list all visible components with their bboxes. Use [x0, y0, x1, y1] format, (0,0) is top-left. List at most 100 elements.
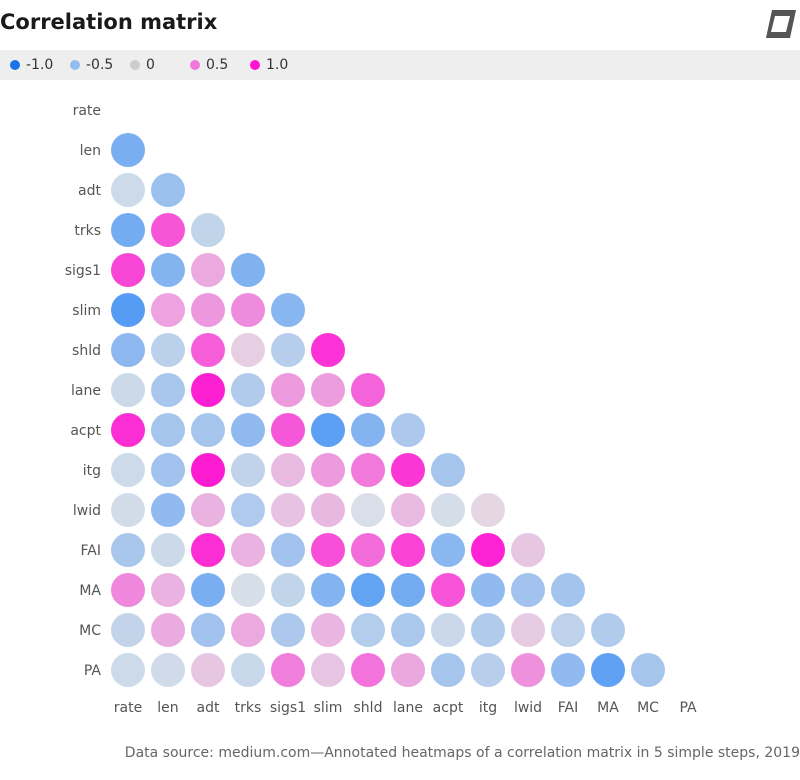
correlation-cell	[191, 533, 225, 567]
y-tick-label: MA	[79, 583, 101, 599]
x-tick-label: slim	[314, 700, 343, 716]
correlation-cell	[191, 493, 225, 527]
correlation-cell	[311, 653, 345, 687]
correlation-cell	[311, 453, 345, 487]
correlation-cell	[151, 573, 185, 607]
correlation-cell	[151, 253, 185, 287]
y-tick-label: len	[80, 143, 101, 159]
correlation-cell	[111, 653, 145, 687]
correlation-cell	[271, 493, 305, 527]
y-tick-label: lwid	[73, 503, 101, 519]
legend-label: -1.0	[26, 57, 54, 73]
correlation-cell	[631, 653, 665, 687]
correlation-cell	[271, 413, 305, 447]
correlation-cell	[191, 653, 225, 687]
correlation-cell	[471, 613, 505, 647]
correlation-cell	[431, 533, 465, 567]
correlation-cell	[191, 333, 225, 367]
correlation-cell	[311, 373, 345, 407]
correlation-cell	[431, 453, 465, 487]
legend-item: 0.5	[190, 50, 228, 80]
y-tick-label: acpt	[70, 423, 101, 439]
correlation-cell	[191, 253, 225, 287]
correlation-cell	[311, 413, 345, 447]
x-tick-label: sigs1	[270, 700, 306, 716]
correlation-cell	[111, 293, 145, 327]
correlation-cell	[151, 613, 185, 647]
x-tick-label: shld	[354, 700, 383, 716]
correlation-cell	[591, 653, 625, 687]
y-tick-label: rate	[73, 103, 101, 119]
correlation-cell	[231, 653, 265, 687]
correlation-heatmap: rateratelenlenadtadttrkstrkssigs1sigs1sl…	[65, 103, 697, 716]
correlation-cell	[471, 533, 505, 567]
y-tick-label: FAI	[81, 543, 101, 559]
correlation-cell	[511, 613, 545, 647]
correlation-cell	[231, 253, 265, 287]
correlation-cell	[231, 373, 265, 407]
correlation-cell	[231, 533, 265, 567]
legend-swatch	[130, 60, 140, 70]
legend: -1.0 -0.5 0 0.5 1.0	[0, 50, 800, 80]
y-tick-label: slim	[72, 303, 101, 319]
y-tick-label: MC	[79, 623, 101, 639]
correlation-cell	[591, 613, 625, 647]
correlation-cell	[551, 653, 585, 687]
correlation-cell	[471, 573, 505, 607]
correlation-cell	[351, 533, 385, 567]
x-tick-label: trks	[235, 700, 262, 716]
x-tick-label: MC	[637, 700, 659, 716]
correlation-cell	[551, 613, 585, 647]
correlation-cell	[111, 493, 145, 527]
correlation-cell	[231, 413, 265, 447]
correlation-cell	[111, 453, 145, 487]
correlation-cell	[151, 453, 185, 487]
correlation-cell	[271, 573, 305, 607]
correlation-cell	[391, 493, 425, 527]
correlation-cell	[271, 533, 305, 567]
correlation-cell	[311, 333, 345, 367]
x-tick-label: PA	[679, 700, 697, 716]
legend-item: 1.0	[250, 50, 288, 80]
correlation-cell	[391, 613, 425, 647]
correlation-cell	[151, 293, 185, 327]
correlation-cell	[431, 653, 465, 687]
correlation-cell	[351, 613, 385, 647]
correlation-cell	[511, 533, 545, 567]
legend-swatch	[10, 60, 20, 70]
correlation-cell	[191, 293, 225, 327]
correlation-cell	[431, 613, 465, 647]
correlation-cell	[311, 493, 345, 527]
y-tick-label: itg	[83, 463, 101, 479]
correlation-cell	[311, 613, 345, 647]
correlation-cell	[191, 453, 225, 487]
legend-label: 0.5	[206, 57, 229, 73]
legend-swatch	[190, 60, 200, 70]
correlation-cell	[271, 373, 305, 407]
legend-label: -0.5	[86, 57, 114, 73]
correlation-cell	[151, 653, 185, 687]
correlation-cell	[551, 573, 585, 607]
correlation-cell	[231, 293, 265, 327]
legend-item: 0	[130, 50, 155, 80]
correlation-cell	[471, 493, 505, 527]
correlation-cell	[271, 453, 305, 487]
y-tick-label: sigs1	[65, 263, 101, 279]
correlation-cell	[351, 653, 385, 687]
leaf-logo-icon	[766, 10, 796, 38]
correlation-cell	[391, 453, 425, 487]
x-tick-label: acpt	[433, 700, 464, 716]
x-tick-label: FAI	[558, 700, 578, 716]
legend-label: 0	[146, 57, 155, 73]
correlation-cell	[191, 413, 225, 447]
legend-swatch	[250, 60, 260, 70]
y-tick-label: PA	[84, 663, 102, 679]
correlation-cell	[111, 373, 145, 407]
y-tick-label: shld	[72, 343, 101, 359]
correlation-cell	[111, 613, 145, 647]
correlation-cell	[351, 493, 385, 527]
correlation-cell	[511, 653, 545, 687]
x-tick-label: adt	[197, 700, 220, 716]
correlation-cell	[191, 573, 225, 607]
y-tick-label: lane	[71, 383, 101, 399]
